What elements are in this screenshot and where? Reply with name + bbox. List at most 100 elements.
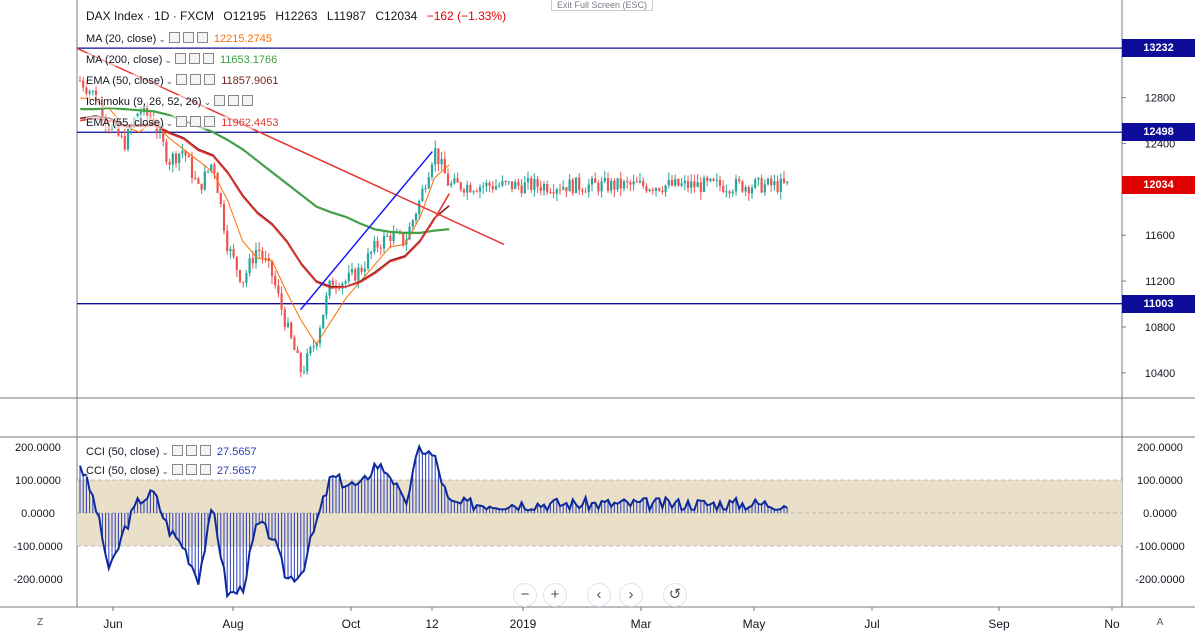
price-axis-tick: 10400	[1145, 368, 1176, 380]
candle-body	[555, 189, 558, 194]
candle-body	[779, 178, 782, 192]
indicator-legend-label: EMA (55, close)	[86, 117, 164, 129]
candle-body	[421, 188, 424, 202]
cci-legend-row[interactable]: CCI (50, close) ⌄ 27.5657	[86, 464, 257, 477]
indicator-legend-row[interactable]: MA (20, close) ⌄ 12215.2745	[86, 32, 272, 45]
time-axis-label: 2019	[510, 617, 537, 631]
eye-icon[interactable]	[176, 74, 188, 85]
candle-body	[171, 153, 174, 165]
close-icon[interactable]	[204, 74, 216, 85]
gear-icon[interactable]	[182, 32, 194, 43]
candle-body	[306, 353, 309, 372]
gear-icon[interactable]	[185, 464, 197, 475]
candle-body	[699, 182, 702, 192]
candle-body	[258, 249, 261, 252]
candle-body	[498, 185, 501, 187]
candle-body	[715, 179, 718, 181]
chevron-down-icon[interactable]: ⌄	[161, 447, 169, 457]
close-icon[interactable]	[196, 32, 208, 43]
cci-layer	[79, 443, 788, 599]
indicator-legend-value: 11857.9061	[221, 75, 279, 87]
eye-icon[interactable]	[174, 53, 186, 64]
price-tag: 11003	[1122, 294, 1195, 313]
candle-body	[744, 187, 747, 192]
scroll-right-button[interactable]: ›	[619, 583, 643, 607]
indicator-legend-row[interactable]: EMA (55, close) ⌄ 11962.4453	[86, 116, 279, 129]
candle-body	[82, 80, 85, 88]
candle-body	[142, 105, 146, 112]
gear-icon[interactable]	[228, 95, 240, 106]
eye-icon[interactable]	[171, 445, 183, 456]
price-pane[interactable]	[77, 0, 1122, 398]
reset-chart-button[interactable]: ↺	[663, 583, 687, 607]
chevron-down-icon[interactable]: ⌄	[158, 34, 166, 44]
candle-body	[478, 186, 482, 192]
eye-icon[interactable]	[168, 32, 180, 43]
ohlc-change: −162 (−1.33%)	[426, 9, 507, 23]
zoom-out-button[interactable]: −	[513, 583, 537, 607]
candle-body	[88, 91, 91, 94]
close-icon[interactable]	[242, 95, 254, 106]
candle-body	[261, 251, 264, 258]
zoom-in-button[interactable]: +	[543, 583, 567, 607]
candle-body	[274, 276, 277, 286]
candle-body	[747, 187, 750, 194]
candle-body	[578, 177, 581, 190]
candle-body	[219, 193, 222, 204]
eye-icon[interactable]	[214, 95, 226, 106]
candle-body	[629, 182, 632, 185]
indicator-legend-row[interactable]: MA (200, close) ⌄ 11653.1766	[86, 53, 278, 66]
symbol-name[interactable]: DAX Index · 1D · FXCM	[86, 9, 215, 23]
candle-body	[622, 181, 626, 189]
cci-axis-tick-right: -200.0000	[1135, 574, 1185, 586]
candle-body	[184, 150, 187, 156]
gear-icon[interactable]	[190, 116, 202, 127]
gear-icon[interactable]	[185, 445, 197, 456]
close-icon[interactable]	[199, 445, 211, 456]
exit-fullscreen-button[interactable]: Exit Full Screen (ESC)	[551, 0, 654, 11]
candle-body	[427, 177, 430, 189]
candle-body	[302, 371, 306, 373]
candle-body	[363, 268, 366, 272]
close-icon[interactable]	[204, 116, 216, 127]
candle-body	[782, 178, 786, 183]
cci-legend-label: CCI (50, close)	[86, 446, 160, 458]
cci-axis-tick-right: 200.0000	[1137, 442, 1183, 454]
scroll-left-button[interactable]: ‹	[587, 583, 611, 607]
candle-body	[136, 113, 139, 118]
candle-body	[651, 189, 654, 191]
indicator-legend-row[interactable]: Ichimoku (9, 26, 52, 26) ⌄	[86, 95, 260, 108]
chevron-down-icon[interactable]: ⌄	[164, 55, 172, 65]
close-icon[interactable]	[202, 53, 214, 64]
cci-axis-tick-left: 0.0000	[21, 508, 55, 520]
close-icon[interactable]	[199, 464, 211, 475]
indicator-legend-value: 11653.1766	[219, 54, 278, 66]
gear-icon[interactable]	[188, 53, 200, 64]
candle-body	[312, 346, 315, 348]
chevron-down-icon[interactable]: ⌄	[161, 466, 169, 476]
candle-body	[78, 80, 82, 82]
candle-body	[616, 178, 619, 190]
chevron-down-icon[interactable]: ⌄	[165, 76, 174, 86]
cci-legend-row[interactable]: CCI (50, close) ⌄ 27.5657	[86, 445, 257, 458]
candle-body	[290, 322, 293, 338]
candle-body	[587, 184, 590, 193]
chevron-down-icon[interactable]: ⌄	[203, 97, 212, 107]
auto-scale-button[interactable]: A	[1156, 617, 1164, 628]
gear-icon[interactable]	[190, 74, 202, 85]
time-axis-label: Jun	[103, 617, 122, 631]
chevron-down-icon[interactable]: ⌄	[165, 118, 174, 128]
eye-icon[interactable]	[171, 464, 183, 475]
candle-body	[168, 161, 171, 165]
candle-body	[658, 188, 661, 191]
candle-body	[510, 181, 514, 189]
candle-body	[680, 183, 683, 186]
candle-body	[712, 178, 715, 181]
indicator-legend-row[interactable]: EMA (50, close) ⌄ 11857.9061	[86, 74, 279, 87]
timezone-button[interactable]: Z	[36, 617, 44, 628]
eye-icon[interactable]	[176, 116, 188, 127]
candle-body	[440, 158, 443, 165]
candle-body	[382, 236, 386, 249]
candle-body	[552, 192, 555, 194]
